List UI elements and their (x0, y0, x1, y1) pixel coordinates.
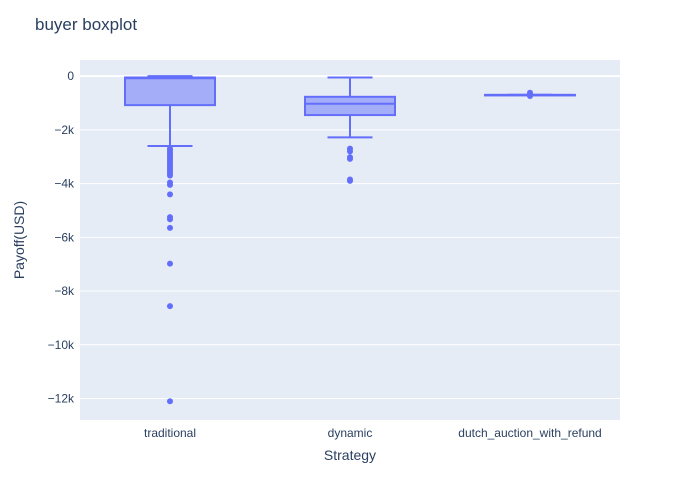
y-tick-label: −8k (54, 284, 75, 298)
box-body (304, 95, 396, 117)
box-traditional (124, 75, 216, 405)
box-dutch_auction_with_refund (484, 89, 576, 99)
x-axis-title: Strategy (324, 447, 376, 463)
outlier-point (527, 93, 533, 99)
outlier-point (167, 181, 173, 188)
chart-title: buyer boxplot (35, 15, 137, 34)
x-tick-label: traditional (144, 426, 196, 440)
y-tick-label: 0 (67, 69, 74, 83)
outlier-point (347, 177, 353, 184)
y-tick-label: −4k (54, 177, 75, 191)
outlier-point (167, 172, 173, 179)
y-tick-labels: 0 −2k −4k −6k −8k −10k −12k (48, 69, 75, 405)
outlier-point (167, 191, 173, 198)
box-body (124, 76, 216, 107)
x-tick-labels: traditional dynamic dutch_auction_with_ref… (144, 426, 602, 440)
box-dynamic (304, 76, 396, 184)
y-tick-label: −10k (48, 338, 75, 352)
y-tick-label: −6k (54, 230, 75, 244)
x-tick-label: dutch_auction_with_refund (458, 426, 601, 440)
x-tick-label: dynamic (328, 426, 373, 440)
y-axis-title: Payoff(USD) (11, 201, 27, 279)
boxes (124, 75, 576, 405)
y-tick-label: −12k (48, 392, 75, 406)
outlier-point (167, 303, 173, 310)
outlier-point (347, 148, 353, 155)
outlier-point (167, 260, 173, 267)
outlier-point (167, 224, 173, 231)
outlier-point (167, 216, 173, 223)
outlier-point (347, 155, 353, 162)
y-tick-label: −2k (54, 123, 75, 137)
outlier-point (167, 398, 173, 405)
